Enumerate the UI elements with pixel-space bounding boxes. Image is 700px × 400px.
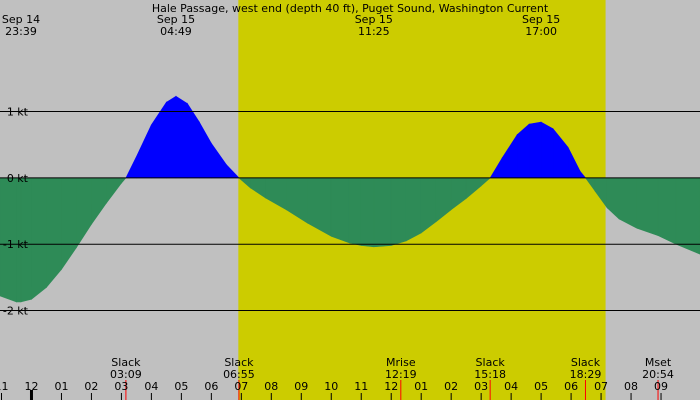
bottom-event-label: Slack: [224, 356, 254, 369]
bottom-event-label: Slack: [571, 356, 601, 369]
flood-area-segment: [175, 95, 188, 179]
top-event-date: Sep 14: [2, 13, 40, 26]
bottom-event-time: 18:29: [570, 368, 602, 381]
bottom-event-time: 15:18: [474, 368, 506, 381]
y-tick-label-layer: 1 kt 0 kt -1 kt -2 kt: [3, 106, 29, 318]
hour-label: 06: [204, 380, 218, 393]
title-layer: Hale Passage, west end (depth 40 ft), Pu…: [152, 2, 549, 15]
hour-label: 01: [414, 380, 428, 393]
y-tick-label: 0 kt: [7, 172, 29, 185]
hour-label: 04: [504, 380, 518, 393]
bottom-event-label: Mset: [645, 356, 672, 369]
ebb-area-segment: [390, 177, 407, 246]
current-curve-layer: [0, 95, 700, 303]
hour-label: 05: [174, 380, 188, 393]
hour-label: 11: [354, 380, 368, 393]
hour-label: 10: [324, 380, 338, 393]
hour-label: 07: [234, 380, 248, 393]
hour-label: 08: [264, 380, 278, 393]
bottom-event-label: Slack: [111, 356, 141, 369]
ebb-area-segment: [636, 177, 659, 236]
ebb-area-segment: [657, 177, 677, 245]
hour-label: 09: [294, 380, 308, 393]
bottom-event-label: Mrise: [386, 356, 416, 369]
top-event-time: 23:39: [5, 25, 37, 38]
hour-label: 12: [384, 380, 398, 393]
ebb-area-segment: [330, 177, 350, 244]
hour-label: 01: [54, 380, 68, 393]
flood-area-segment: [540, 121, 554, 179]
bottom-event-time: 12:19: [385, 368, 417, 381]
ebb-area-segment: [31, 177, 47, 300]
gridline-layer: [0, 111, 700, 312]
ebb-area-segment: [618, 177, 638, 229]
hour-label: 09: [654, 380, 668, 393]
hour-label: 12: [24, 380, 38, 393]
hour-axis-layer: 11 12 01 02 03 04 05 06 07 08 09 10 11 12 01 02 03 04 05 06…: [0, 380, 668, 400]
hour-label: 08: [624, 380, 638, 393]
hour-label: 11: [0, 380, 8, 393]
top-event-date: Sep 15: [157, 13, 195, 26]
top-event-time: 11:25: [358, 25, 390, 38]
bottom-event-time: 06:55: [223, 368, 255, 381]
hour-label: 06: [564, 380, 578, 393]
ebb-area-segment: [373, 177, 392, 248]
bottom-event-layer: Slack03:09Slack06:55Mrise12:19Slack15:18…: [110, 356, 674, 400]
flood-area-segment: [166, 95, 177, 179]
ebb-area-segment: [46, 177, 62, 289]
flood-area-segment: [528, 121, 542, 179]
ebb-area-segment: [405, 177, 422, 242]
bottom-event-time: 03:09: [110, 368, 142, 381]
hour-label: 07: [594, 380, 608, 393]
hour-label: 05: [534, 380, 548, 393]
ebb-area-segment: [348, 177, 362, 246]
y-tick-label: 1 kt: [7, 106, 29, 119]
top-event-time: 17:00: [525, 25, 557, 38]
hour-label: 03: [114, 380, 128, 393]
hour-label: 04: [144, 380, 158, 393]
top-event-time: 04:49: [160, 25, 192, 38]
hour-label: 02: [84, 380, 98, 393]
hour-label: 03: [474, 380, 488, 393]
ebb-area-segment: [360, 177, 375, 248]
ebb-area-segment: [675, 177, 700, 255]
hour-label: 02: [444, 380, 458, 393]
bottom-event-time: 20:54: [642, 368, 674, 381]
chart-title: Hale Passage, west end (depth 40 ft), Pu…: [152, 2, 549, 15]
top-event-date: Sep 15: [522, 13, 560, 26]
y-tick-label: -2 kt: [3, 305, 29, 318]
top-event-date: Sep 15: [355, 13, 393, 26]
y-tick-label: -1 kt: [3, 238, 29, 251]
bottom-event-label: Slack: [476, 356, 506, 369]
